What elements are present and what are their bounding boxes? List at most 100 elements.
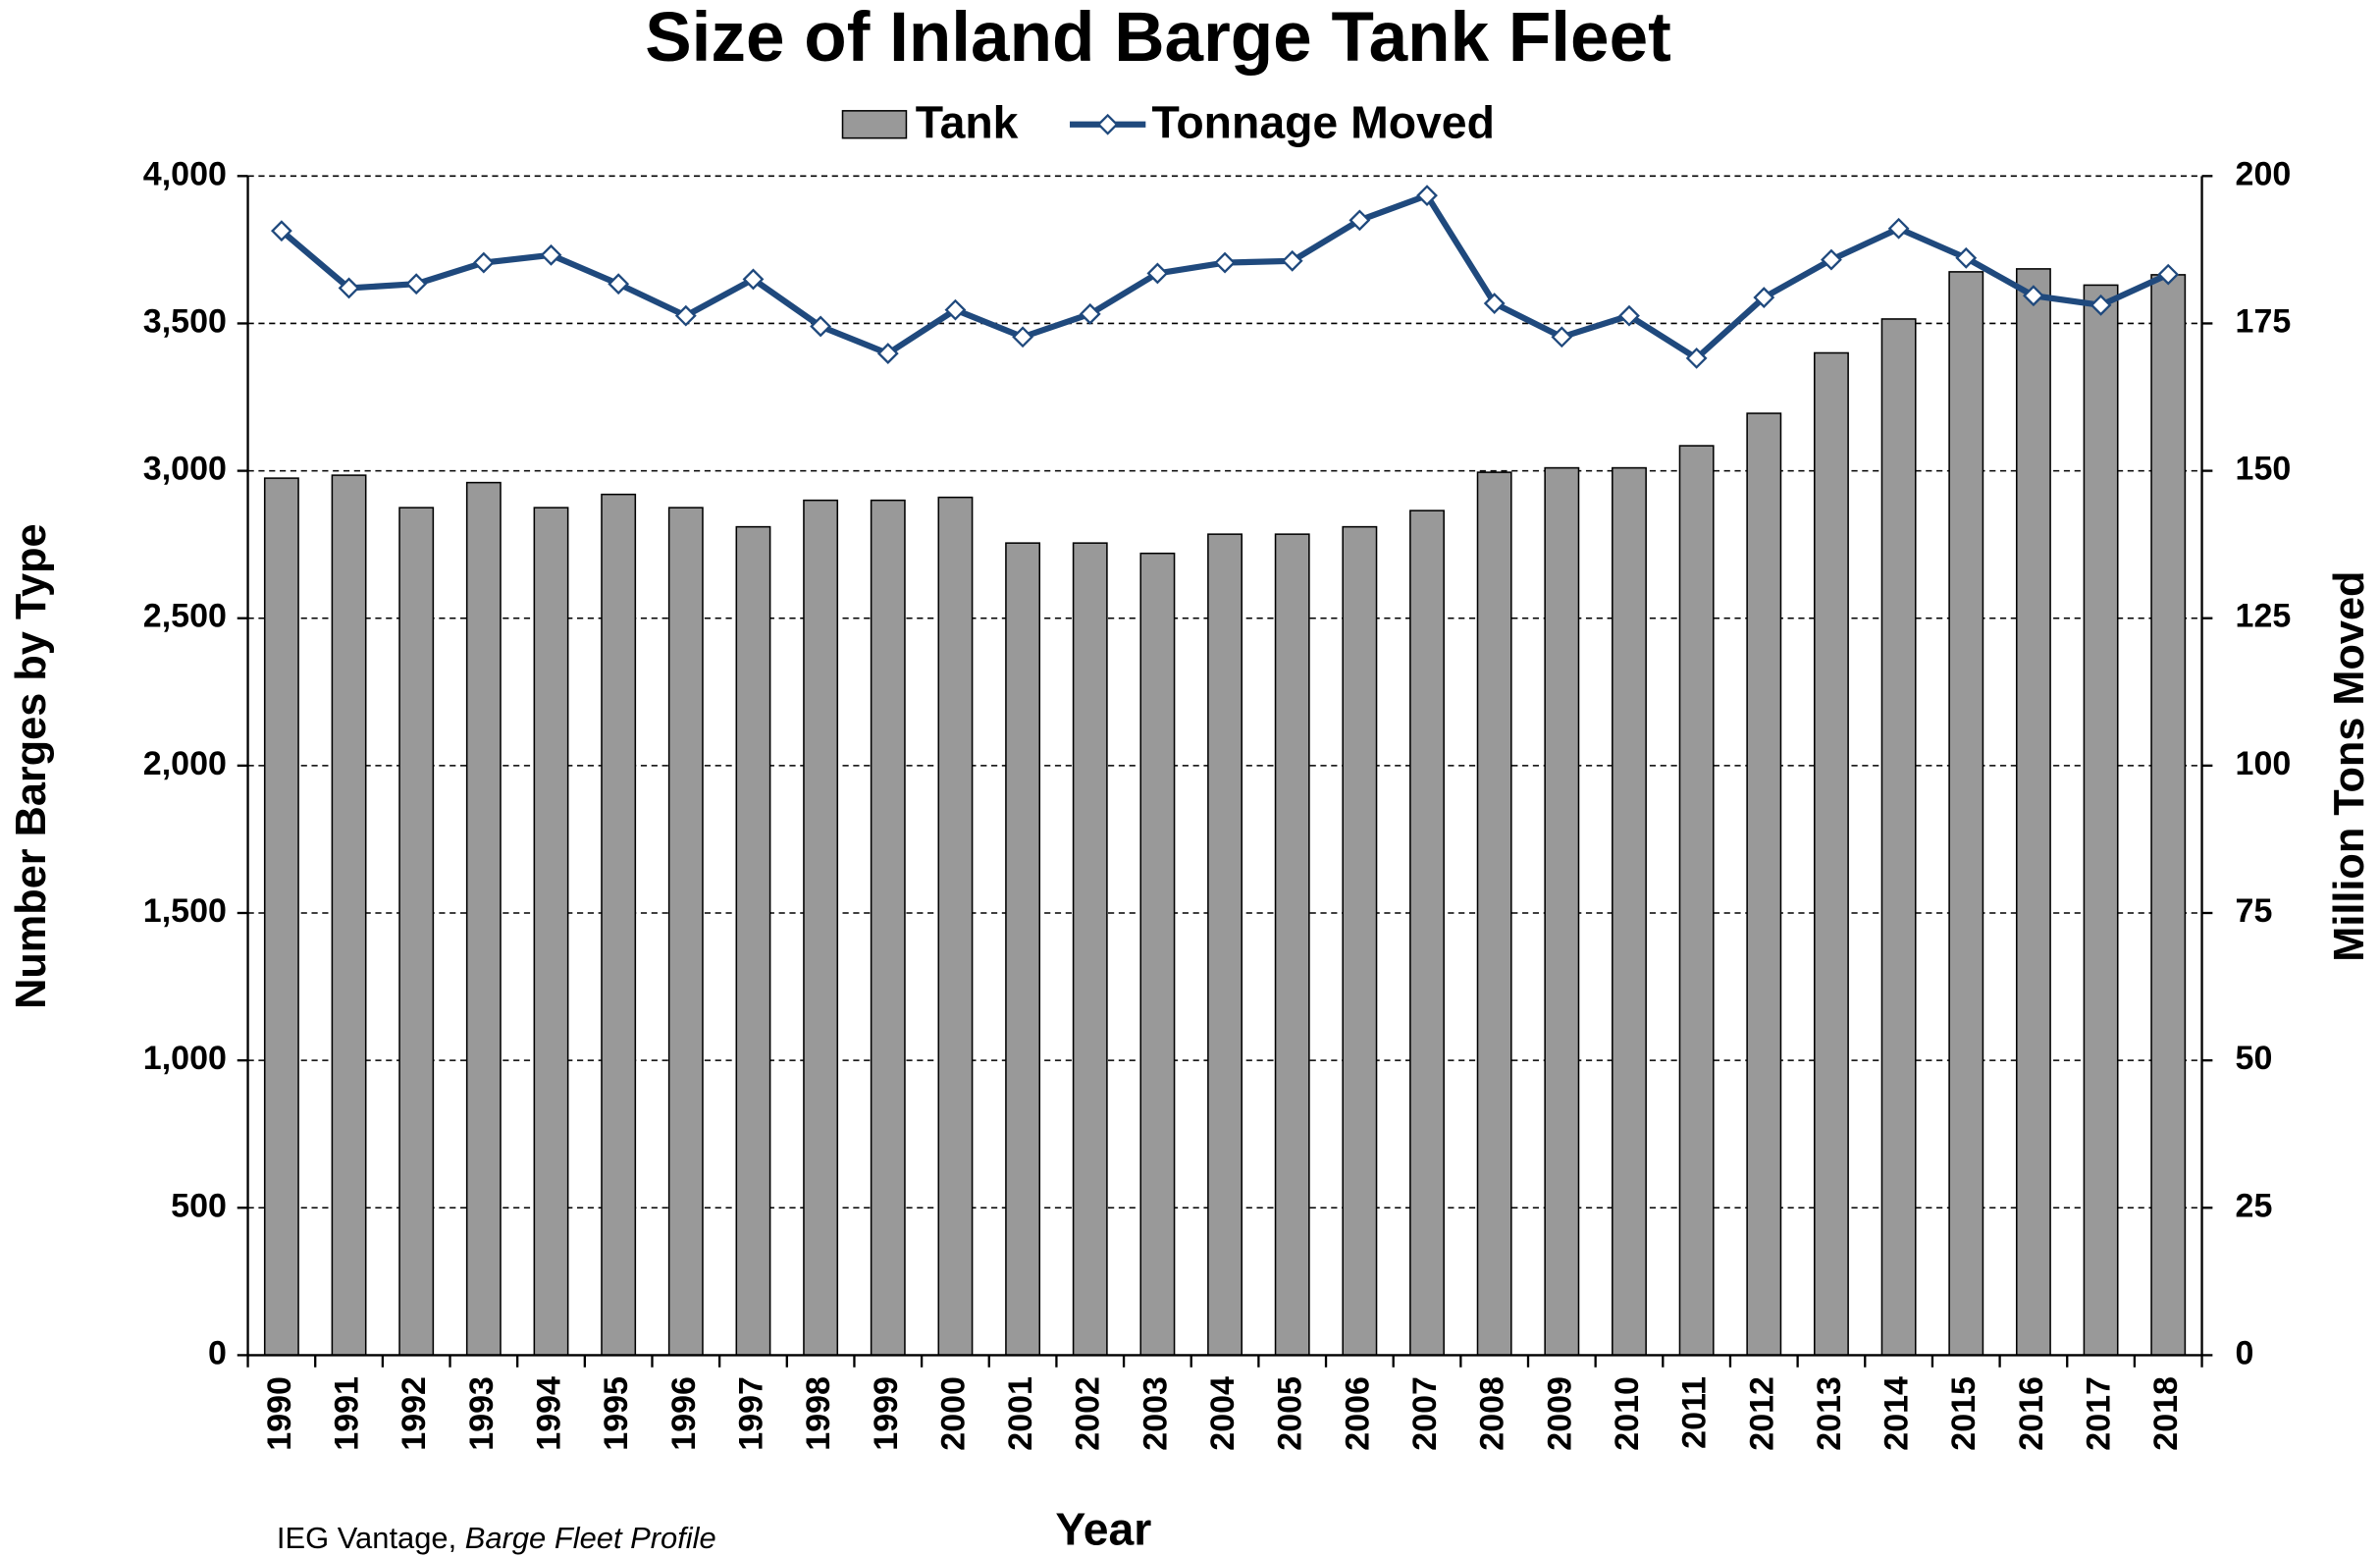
- bar: [1207, 533, 1243, 1357]
- marker: [1012, 326, 1034, 349]
- marker: [876, 343, 899, 364]
- x-tick-label: 2011: [1676, 1376, 1714, 1449]
- bar: [1612, 466, 1647, 1357]
- bar: [1072, 542, 1108, 1357]
- y-tick-label: 500: [171, 1187, 227, 1224]
- bar: [1746, 412, 1782, 1357]
- y2-tick-label: 50: [2236, 1040, 2273, 1077]
- y-tick-label: 3,500: [143, 302, 227, 340]
- marker: [1079, 302, 1101, 325]
- x-tick-label: 1996: [665, 1376, 703, 1451]
- x-tick-label: 2013: [1811, 1376, 1848, 1451]
- x-tick-label: 1999: [868, 1376, 905, 1451]
- marker: [2023, 285, 2044, 307]
- x-tick-label: 2016: [2013, 1376, 2050, 1451]
- bar: [1409, 510, 1445, 1357]
- y-tick-label: 1,500: [143, 892, 227, 930]
- chart-title: Size of Inland Barge Tank Fleet: [645, 0, 1671, 77]
- bar: [1139, 552, 1176, 1357]
- y-axis-label: Number Barges by Type: [8, 523, 55, 1009]
- marker: [1551, 326, 1573, 349]
- marker: [1146, 262, 1169, 285]
- x-tick-label: 2001: [1002, 1376, 1039, 1451]
- bar: [1544, 466, 1580, 1357]
- bar: [1678, 445, 1715, 1357]
- marker: [742, 268, 765, 291]
- bar: [2015, 268, 2051, 1357]
- legend-label: Tonnage Moved: [1152, 97, 1495, 148]
- x-tick-label: 2015: [1945, 1376, 1983, 1451]
- bar: [331, 474, 367, 1357]
- x-tick-label: 1998: [800, 1376, 837, 1451]
- bar: [667, 507, 704, 1357]
- x-tick-label: 2012: [1743, 1376, 1780, 1451]
- x-tick-label: 2000: [934, 1376, 972, 1451]
- x-tick-label: 2010: [1609, 1376, 1646, 1451]
- x-tick-label: 2003: [1137, 1376, 1174, 1451]
- marker: [2157, 263, 2180, 286]
- marker: [2089, 294, 2112, 316]
- y2-tick-label: 100: [2236, 745, 2292, 782]
- legend-marker: [1096, 113, 1119, 135]
- bar: [937, 496, 974, 1357]
- x-tick-label: 1992: [396, 1376, 433, 1451]
- x-tick-label: 2007: [1406, 1376, 1444, 1451]
- marker: [1349, 209, 1371, 232]
- y2-tick-label: 75: [2236, 892, 2273, 930]
- x-tick-label: 2014: [1878, 1376, 1916, 1451]
- y2-tick-label: 200: [2236, 155, 2292, 192]
- marker: [338, 277, 360, 299]
- x-tick-label: 1997: [732, 1376, 769, 1451]
- marker: [1887, 217, 1910, 240]
- marker: [1483, 293, 1506, 314]
- bar: [1814, 351, 1849, 1357]
- bar: [263, 477, 299, 1357]
- bar: [1476, 471, 1512, 1357]
- source-text: IEG Vantage,: [277, 1521, 456, 1555]
- source-title: Barge Fleet Profile: [465, 1521, 716, 1555]
- bar: [398, 507, 435, 1357]
- marker: [1281, 249, 1303, 272]
- x-tick-label: 2002: [1070, 1376, 1107, 1451]
- bar: [2083, 284, 2119, 1357]
- x-tick-label: 1993: [463, 1376, 501, 1451]
- y-tick-label: 2,500: [143, 598, 227, 635]
- x-tick-label: 2005: [1272, 1376, 1309, 1451]
- x-tick-label: 1994: [530, 1376, 567, 1451]
- y2-tick-label: 175: [2236, 302, 2292, 340]
- marker: [1753, 287, 1775, 308]
- y-tick-label: 3,000: [143, 451, 227, 488]
- y-tick-label: 2,000: [143, 745, 227, 782]
- marker: [540, 243, 562, 266]
- x-tick-label: 1990: [261, 1376, 298, 1451]
- legend-label: Tank: [916, 97, 1019, 148]
- bar: [601, 493, 637, 1357]
- bar: [2150, 274, 2187, 1357]
- x-tick-label: 2004: [1204, 1376, 1242, 1451]
- x-axis-label: Year: [1055, 1504, 1151, 1555]
- bar: [533, 507, 569, 1357]
- y2-tick-label: 25: [2236, 1187, 2273, 1224]
- y-tick-label: 1,000: [143, 1040, 227, 1077]
- marker: [270, 220, 292, 242]
- x-tick-label: 1991: [329, 1376, 366, 1451]
- bar: [735, 525, 771, 1357]
- bar: [1005, 542, 1041, 1357]
- marker: [1416, 185, 1438, 207]
- marker: [944, 298, 967, 321]
- marker: [810, 315, 832, 338]
- x-tick-label: 2017: [2081, 1376, 2118, 1451]
- bar: [803, 499, 839, 1357]
- marker: [674, 304, 697, 327]
- bar: [870, 499, 906, 1357]
- marker: [405, 273, 428, 295]
- x-tick-label: 2018: [2147, 1376, 2185, 1451]
- x-tick-label: 1995: [598, 1376, 635, 1451]
- y2-tick-label: 125: [2236, 598, 2292, 635]
- marker: [472, 251, 495, 274]
- y-tick-label: 0: [208, 1334, 227, 1371]
- marker: [1618, 304, 1640, 327]
- bar: [1880, 318, 1917, 1357]
- bar: [1342, 525, 1378, 1357]
- marker: [1955, 246, 1978, 269]
